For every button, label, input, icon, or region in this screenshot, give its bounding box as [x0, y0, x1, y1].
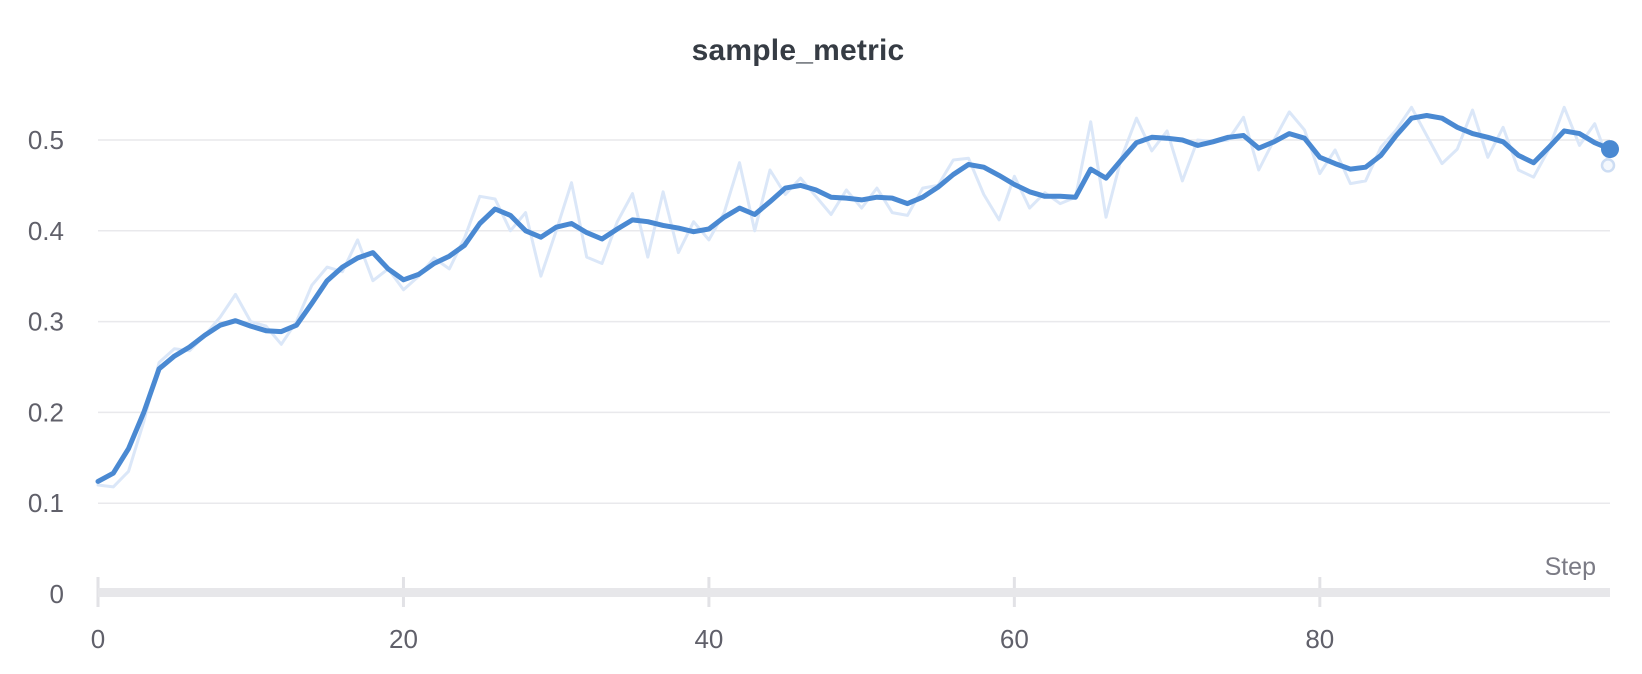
x-tick-label: 0 — [91, 624, 105, 654]
y-tick-label: 0.1 — [28, 488, 64, 518]
x-tick-label: 80 — [1305, 624, 1334, 654]
y-tick-label: 0.5 — [28, 125, 64, 155]
series-line-raw — [96, 105, 1612, 489]
chart-title: sample_metric — [691, 34, 905, 67]
x-tick-label: 20 — [389, 624, 418, 654]
x-tick-label: 60 — [1000, 624, 1029, 654]
series-line-smoothed — [95, 113, 1613, 484]
x-tick-label: 40 — [694, 624, 723, 654]
y-tick-label: 0.3 — [28, 307, 64, 337]
y-tick-label: 0.4 — [28, 216, 64, 246]
y-tick-label: 0.2 — [28, 397, 64, 427]
y-tick-label: 0 — [50, 579, 64, 609]
x-axis-bar[interactable] — [98, 588, 1610, 597]
last-point-marker-raw[interactable] — [1600, 158, 1616, 173]
last-point-marker-smoothed[interactable] — [1601, 140, 1619, 159]
x-axis-label: Step — [1544, 553, 1596, 581]
